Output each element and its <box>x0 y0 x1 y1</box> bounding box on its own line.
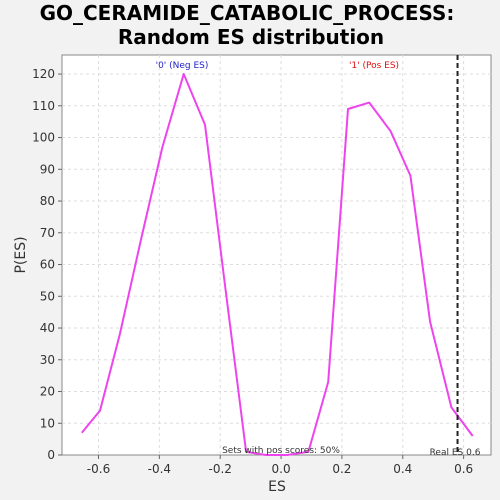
plot-area <box>61 54 492 456</box>
pos-scores-note: Sets with pos scores: 50% <box>222 446 340 456</box>
y-tick-label: 0 <box>47 448 55 462</box>
x-tick-label: -0.2 <box>209 462 232 476</box>
series-layer <box>81 55 474 456</box>
y-tick-label: 80 <box>40 194 55 208</box>
y-tick-label: 50 <box>40 289 55 303</box>
y-tick-label: 70 <box>40 226 55 240</box>
y-tick-label: 40 <box>40 321 55 335</box>
neg-es-label: '0' (Neg ES) <box>156 61 209 71</box>
distribution-series-line <box>81 73 474 456</box>
x-tick-label: 0.2 <box>332 462 351 476</box>
y-tick-label: 110 <box>32 99 55 113</box>
x-tick-label: -0.4 <box>148 462 171 476</box>
y-tick-label: 30 <box>40 353 55 367</box>
y-tick-label: 60 <box>40 258 55 272</box>
chart-title-line-1: GO_CERAMIDE_CATABOLIC_PROCESS: <box>40 1 455 25</box>
y-tick-label: 10 <box>40 416 55 430</box>
x-tick-label: 0.4 <box>393 462 412 476</box>
y-tick-label: 120 <box>32 67 55 81</box>
chart-title-line-2: Random ES distribution <box>118 25 384 49</box>
real-es-label: Real ES 0.6 <box>430 448 481 458</box>
x-axis-label: ES <box>268 479 286 495</box>
x-tick-label: -0.6 <box>87 462 110 476</box>
axis-ticks: 0 10 20 30 40 50 60 70 80 90 100 110 120 -0.6 -0.4 -0.2… <box>32 67 473 476</box>
y-tick-label: 100 <box>32 131 55 145</box>
pos-es-label: '1' (Pos ES) <box>349 61 399 71</box>
y-tick-label: 90 <box>40 162 55 176</box>
x-tick-label: 0.6 <box>454 462 473 476</box>
y-axis-label: P(ES) <box>13 236 29 273</box>
grid-lines <box>62 55 491 455</box>
y-tick-label: 20 <box>40 385 55 399</box>
x-tick-label: 0.0 <box>272 462 291 476</box>
